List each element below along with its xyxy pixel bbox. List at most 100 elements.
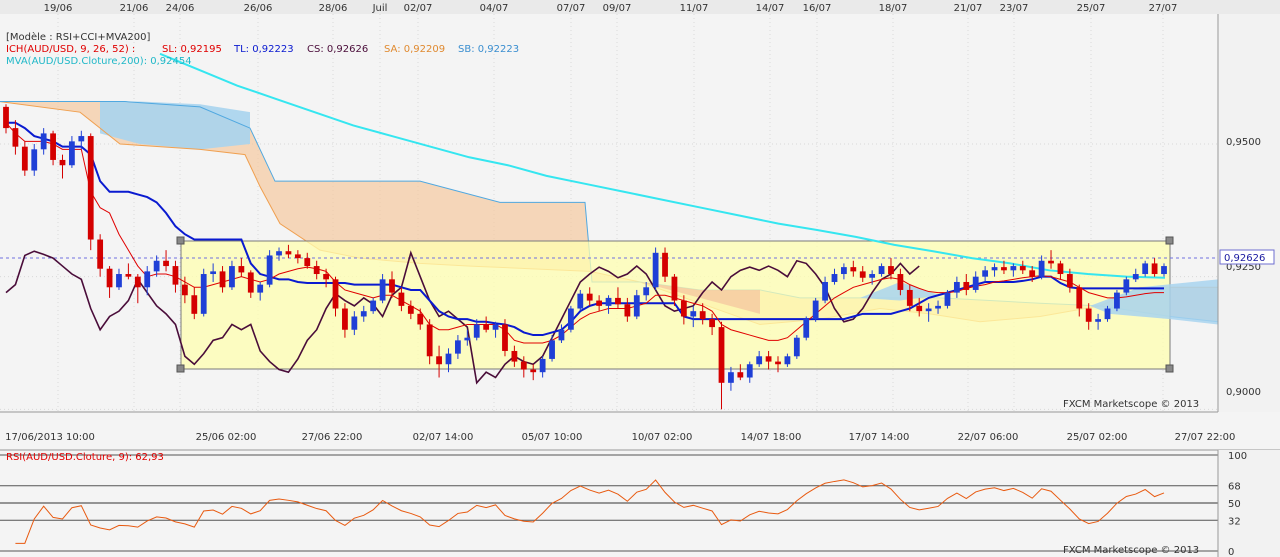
candle-bearish [389, 279, 395, 293]
top-date-label: 21/06 [120, 3, 149, 14]
range-box-handle-tl[interactable] [176, 236, 185, 245]
range-box-handle-br[interactable] [1165, 364, 1174, 373]
time-axis-label: 17/07 14:00 [849, 432, 910, 443]
candle-bearish [624, 304, 631, 317]
candle-bullish [464, 337, 471, 341]
candle-bullish [351, 316, 358, 330]
candle-bearish [97, 239, 104, 269]
candle-bearish [417, 313, 424, 325]
candle-bullish [925, 308, 932, 312]
candle-bearish [181, 284, 188, 296]
ichimoku-label: ICH(AUD/USD, 9, 26, 52) : [6, 44, 135, 55]
candle-bearish [163, 260, 169, 267]
candle-bearish [709, 319, 715, 328]
candle-bearish [1048, 260, 1054, 264]
candle-bearish [530, 369, 537, 373]
candle-bullish [276, 251, 282, 256]
candle-bearish [586, 293, 593, 301]
candle-bearish [191, 295, 198, 314]
top-date-label: 25/07 [1077, 3, 1106, 14]
candle-bullish [822, 281, 828, 301]
candle-bullish [982, 270, 989, 277]
candle-bullish [1038, 260, 1045, 277]
candle-bearish [1057, 263, 1064, 275]
candle-bullish [445, 353, 452, 365]
ichimoku-sl-value: SL: 0,92195 [162, 44, 222, 55]
candle-bullish [991, 267, 998, 271]
top-date-label: 11/07 [680, 3, 709, 14]
model-label: [Modèle : RSI+CCI+MVA200] [6, 31, 150, 43]
candle-bearish [172, 266, 179, 285]
rsi-tick-label: 32 [1228, 516, 1241, 527]
candle-bearish [342, 308, 348, 330]
candle-bearish [426, 324, 433, 357]
range-box-handle-bl[interactable] [176, 364, 185, 373]
candle-bullish [266, 255, 273, 285]
candle-bearish [285, 251, 292, 255]
candle-bullish [1142, 263, 1149, 275]
candle-bearish [765, 356, 772, 362]
ichimoku-sa-value: SA: 0,92209 [384, 44, 445, 55]
range-box-handles[interactable] [176, 236, 1174, 373]
candle-bearish [737, 372, 744, 378]
candle-bearish [680, 300, 687, 317]
candle-bullish [812, 300, 819, 320]
top-date-label: 14/07 [756, 3, 785, 14]
candle-bearish [59, 159, 66, 166]
candle-bearish [1076, 287, 1083, 309]
rsi-axis-labels: 100 68 50 32 0 [1228, 451, 1247, 557]
candle-bearish [407, 305, 414, 314]
candle-bearish [596, 300, 603, 306]
candle-bullish [360, 311, 367, 317]
candle-bearish [859, 271, 866, 278]
price-axis-panel[interactable] [1218, 14, 1280, 412]
candle-bearish [963, 281, 970, 290]
candle-bullish [1132, 274, 1139, 280]
top-date-label: 09/07 [603, 3, 632, 14]
candle-bearish [313, 266, 320, 275]
watermark-rsi: FXCM Marketscope © 2013 [1063, 545, 1199, 556]
candle-bearish [106, 268, 113, 288]
candle-bullish [153, 260, 160, 272]
time-axis-label: 25/06 02:00 [196, 432, 257, 443]
candlestick-series [3, 104, 1167, 410]
candle-bearish [1066, 274, 1073, 288]
time-axis-label: 27/06 22:00 [302, 432, 363, 443]
time-axis-panel[interactable] [0, 412, 1280, 450]
candle-bullish [567, 308, 574, 330]
candle-bearish [1001, 267, 1007, 271]
candle-bullish [78, 136, 85, 142]
candle-bullish [40, 133, 47, 150]
candle-bullish [455, 340, 461, 354]
candle-bearish [718, 327, 725, 383]
rsi-axis-panel[interactable] [1218, 450, 1280, 557]
candle-bullish [643, 287, 650, 296]
top-date-label: 04/07 [480, 3, 509, 14]
top-date-label: 27/07 [1149, 3, 1178, 14]
candle-bullish [841, 267, 847, 275]
chart-legend: [Modèle : RSI+CCI+MVA200] ICH(AUD/USD, 9… [6, 31, 519, 67]
candle-bearish [87, 136, 94, 240]
candle-bearish [888, 266, 894, 275]
candle-bullish [972, 276, 979, 290]
watermark-main: FXCM Marketscope © 2013 [1063, 399, 1199, 410]
candle-bullish [1010, 266, 1017, 271]
candle-bullish [793, 337, 800, 357]
top-date-label: 07/07 [557, 3, 586, 14]
top-date-label: 16/07 [803, 3, 832, 14]
range-box-handle-tr[interactable] [1165, 236, 1174, 245]
chikou-span-line [5, 250, 920, 385]
candle-bearish [662, 252, 668, 277]
price-axis-labels: 0,9500 0,9250 0,9000 [1226, 137, 1261, 398]
candle-bullish [1095, 319, 1101, 322]
candle-bearish [1019, 266, 1026, 271]
candle-bearish [323, 274, 329, 280]
candle-bullish [953, 281, 960, 293]
candle-bullish [379, 279, 386, 301]
candle-bearish [916, 305, 923, 312]
time-axis-label: 02/07 14:00 [413, 432, 474, 443]
candle-bearish [398, 292, 405, 306]
candle-bullish [370, 300, 377, 312]
candle-bullish [803, 319, 810, 338]
